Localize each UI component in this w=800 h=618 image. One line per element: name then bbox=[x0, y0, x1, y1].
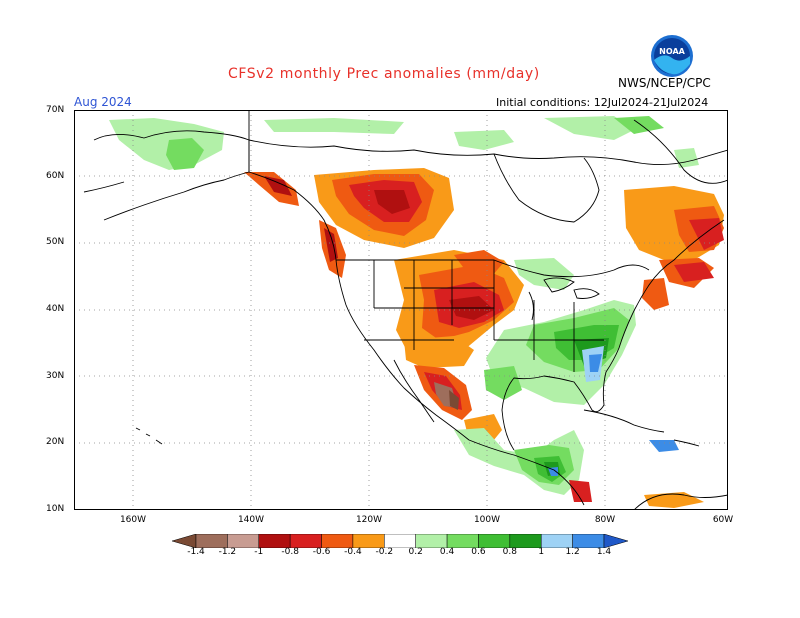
colorbar-segment bbox=[478, 534, 511, 548]
colorbar-tick-label: -1.2 bbox=[218, 547, 237, 557]
colorbar-tick-label: 0.4 bbox=[439, 547, 455, 557]
colorbar-segment bbox=[258, 534, 291, 548]
colorbar-tick-label: -0.2 bbox=[375, 547, 394, 557]
lat-label-20n: 20N bbox=[46, 437, 65, 447]
colorbar bbox=[172, 534, 628, 548]
lat-label-30n: 30N bbox=[46, 371, 65, 381]
lon-label-120w: 120W bbox=[355, 515, 383, 525]
colorbar-tick-label: 1 bbox=[538, 547, 545, 557]
lon-label-140w: 140W bbox=[237, 515, 265, 525]
colorbar-segment bbox=[195, 534, 228, 548]
colorbar-segment bbox=[603, 534, 628, 548]
lon-label-80w: 80W bbox=[594, 515, 616, 525]
colorbar-segment bbox=[384, 534, 416, 548]
colorbar-segment bbox=[572, 534, 605, 548]
lat-label-70n: 70N bbox=[46, 105, 65, 115]
graticule bbox=[74, 110, 728, 510]
colorbar-segment bbox=[227, 534, 260, 548]
colorbar-tick-label: -0.6 bbox=[312, 547, 331, 557]
lon-label-60w: 60W bbox=[712, 515, 734, 525]
colorbar-segment bbox=[509, 534, 542, 548]
lat-label-50n: 50N bbox=[46, 237, 65, 247]
colorbar-tick-label: 1.4 bbox=[596, 547, 612, 557]
colorbar-tick-label: -1 bbox=[254, 547, 264, 557]
colorbar-segment bbox=[540, 534, 573, 548]
colorbar-segment bbox=[352, 534, 385, 548]
coastlines bbox=[83, 110, 728, 510]
colorbar-tick-label: 0.2 bbox=[408, 547, 423, 557]
lat-label-40n: 40N bbox=[46, 304, 65, 314]
lon-label-160w: 160W bbox=[119, 515, 147, 525]
anomaly-shading bbox=[109, 116, 724, 508]
agency-label: NWS/NCEP/CPC bbox=[618, 76, 711, 90]
colorbar-tick-label: -0.8 bbox=[281, 547, 299, 557]
colorbar-segment bbox=[446, 534, 479, 548]
noaa-logo-icon: NOAA bbox=[651, 35, 693, 77]
month-label: Aug 2024 bbox=[74, 95, 132, 109]
anomaly-map bbox=[74, 110, 728, 510]
colorbar-tick-label: 0.6 bbox=[471, 547, 486, 557]
colorbar-tick-label: -1.4 bbox=[187, 547, 205, 557]
lat-label-60n: 60N bbox=[46, 171, 65, 181]
colorbar-segment bbox=[321, 534, 354, 548]
colorbar-tick-label: 0.8 bbox=[502, 547, 518, 557]
lon-label-100w: 100W bbox=[473, 515, 501, 525]
colorbar-tick-label: -0.4 bbox=[344, 547, 362, 557]
colorbar-tick-label: 1.2 bbox=[565, 547, 580, 557]
initial-conditions-label: Initial conditions: 12Jul2024-21Jul2024 bbox=[496, 96, 709, 109]
chart-title: CFSv2 monthly Prec anomalies (mm/day) bbox=[228, 66, 540, 82]
svg-text:NOAA: NOAA bbox=[659, 47, 685, 56]
lat-label-10n: 10N bbox=[46, 504, 65, 514]
colorbar-segment bbox=[415, 534, 448, 548]
colorbar-segment bbox=[172, 534, 197, 548]
colorbar-segment bbox=[289, 534, 322, 548]
